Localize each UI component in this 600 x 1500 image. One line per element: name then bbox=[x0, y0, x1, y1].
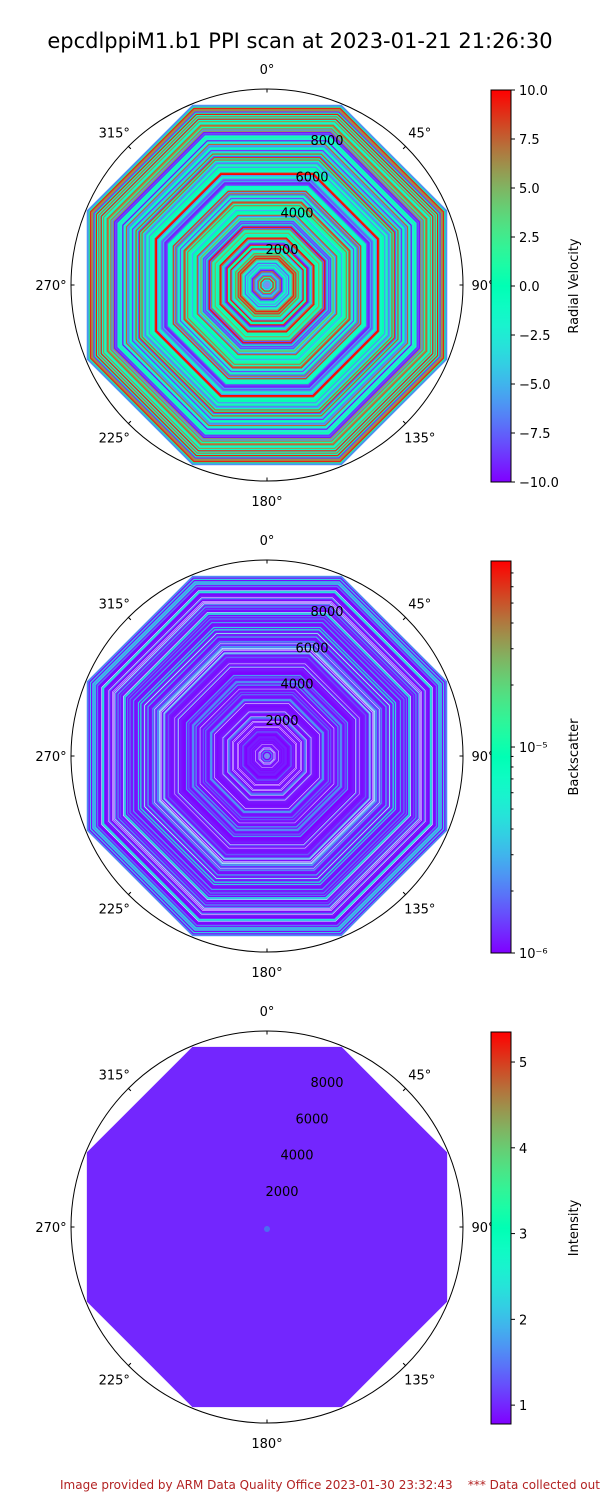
colorbar-tick-label: 5 bbox=[519, 1056, 527, 1071]
colorbar-tick-label: 4 bbox=[519, 1142, 527, 1157]
colorbar-tick-label: 2.5 bbox=[519, 231, 540, 246]
angle-tick bbox=[402, 891, 406, 895]
colorbar-tick-label: 3 bbox=[519, 1228, 527, 1243]
page-title: epcdlppiM1.b1 PPI scan at 2023-01-21 21:… bbox=[47, 29, 553, 53]
colorbar-tick-label: 2 bbox=[519, 1313, 527, 1328]
colorbar-tick-label: 5.0 bbox=[519, 182, 540, 197]
colorbar-tick-label: 10.0 bbox=[519, 84, 548, 99]
angle-label: 225° bbox=[99, 432, 130, 447]
backscatter-panel: 0° 45° 90° 135° 180° 225° 270° 315° 2000 4000 6000… bbox=[35, 534, 582, 981]
footer-credit: Image provided by ARM Data Quality Offic… bbox=[60, 1478, 453, 1492]
colorbar-label: Backscatter bbox=[567, 718, 582, 796]
colorbar-label: Radial Velocity bbox=[567, 238, 582, 334]
center-blob bbox=[264, 282, 270, 288]
radial-tick-label: 6000 bbox=[295, 641, 328, 656]
colorbar-tick-label: −10.0 bbox=[519, 476, 559, 491]
radial-velocity-panel: 0° 45° 90° 135° 180° 225° 270° 315° 2000 4000 6000… bbox=[35, 63, 582, 510]
angle-label: 180° bbox=[251, 1437, 282, 1452]
angle-label: 135° bbox=[404, 1374, 435, 1389]
colorbar-tick-label: −2.5 bbox=[519, 329, 551, 344]
angle-label: 315° bbox=[99, 597, 130, 612]
angle-label: 180° bbox=[251, 966, 282, 981]
radar-data bbox=[86, 575, 448, 937]
colorbar-tick-label: 7.5 bbox=[519, 133, 540, 148]
colorbar-tick-label: 0.0 bbox=[519, 280, 540, 295]
radial-tick-label: 2000 bbox=[265, 714, 298, 729]
colorbar bbox=[490, 89, 512, 483]
angle-label: 315° bbox=[99, 1068, 130, 1083]
radial-tick-label: 4000 bbox=[280, 207, 313, 222]
angle-label: 0° bbox=[260, 1005, 275, 1020]
angle-tick bbox=[402, 1362, 406, 1366]
angle-label: 225° bbox=[99, 903, 130, 918]
angle-label: 0° bbox=[260, 534, 275, 549]
angle-label: 135° bbox=[404, 903, 435, 918]
angle-label: 45° bbox=[408, 126, 431, 141]
angle-tick bbox=[128, 617, 132, 621]
colorbar-tick-label: −7.5 bbox=[519, 427, 551, 442]
intensity-panel: 0° 45° 90° 135° 180° 225° 270° 315° 2000 4000 6000… bbox=[35, 1005, 582, 1452]
radial-tick-label: 8000 bbox=[310, 1076, 343, 1091]
angle-tick bbox=[402, 617, 406, 621]
radial-tick-label: 4000 bbox=[280, 1149, 313, 1164]
angle-label: 0° bbox=[260, 63, 275, 78]
radial-tick-label: 2000 bbox=[265, 1185, 298, 1200]
footer: Image provided by ARM Data Quality Offic… bbox=[60, 1478, 600, 1492]
radial-tick-label: 8000 bbox=[310, 605, 343, 620]
angle-label: 270° bbox=[35, 750, 66, 765]
angle-label: 90° bbox=[471, 1221, 494, 1236]
angle-tick bbox=[128, 891, 132, 895]
radial-tick-label: 6000 bbox=[295, 1112, 328, 1127]
angle-label: 45° bbox=[408, 597, 431, 612]
colorbar-tick-label: 1 bbox=[519, 1399, 527, 1414]
angle-label: 90° bbox=[471, 750, 494, 765]
angle-label: 180° bbox=[251, 495, 282, 510]
center-blob bbox=[264, 1226, 270, 1232]
angle-tick bbox=[402, 420, 406, 424]
angle-label: 225° bbox=[99, 1374, 130, 1389]
angle-tick bbox=[402, 146, 406, 150]
angle-tick bbox=[128, 1362, 132, 1366]
angle-label: 270° bbox=[35, 279, 66, 294]
colorbar bbox=[490, 1031, 512, 1425]
angle-label: 135° bbox=[404, 432, 435, 447]
footer-note: *** Data collected outside bbox=[467, 1478, 600, 1492]
angle-tick bbox=[402, 1088, 406, 1092]
center-blob bbox=[264, 753, 270, 759]
colorbar-tick-label: 10⁻⁵ bbox=[519, 741, 548, 756]
radial-tick-label: 6000 bbox=[295, 170, 328, 185]
angle-label: 45° bbox=[408, 1068, 431, 1083]
angle-tick bbox=[128, 420, 132, 424]
colorbar bbox=[490, 560, 512, 954]
colorbar-tick-label: −5.0 bbox=[519, 378, 551, 393]
angle-tick bbox=[128, 1088, 132, 1092]
angle-tick bbox=[128, 146, 132, 150]
angle-label: 270° bbox=[35, 1221, 66, 1236]
radar-data bbox=[86, 104, 448, 466]
angle-label: 90° bbox=[471, 279, 494, 294]
radial-tick-label: 8000 bbox=[310, 134, 343, 149]
angle-label: 315° bbox=[99, 126, 130, 141]
radial-tick-label: 2000 bbox=[265, 243, 298, 258]
radial-tick-label: 4000 bbox=[280, 678, 313, 693]
radar-data bbox=[86, 1046, 448, 1408]
colorbar-label: Intensity bbox=[567, 1199, 582, 1256]
colorbar-tick-label: 10⁻⁶ bbox=[519, 947, 548, 962]
